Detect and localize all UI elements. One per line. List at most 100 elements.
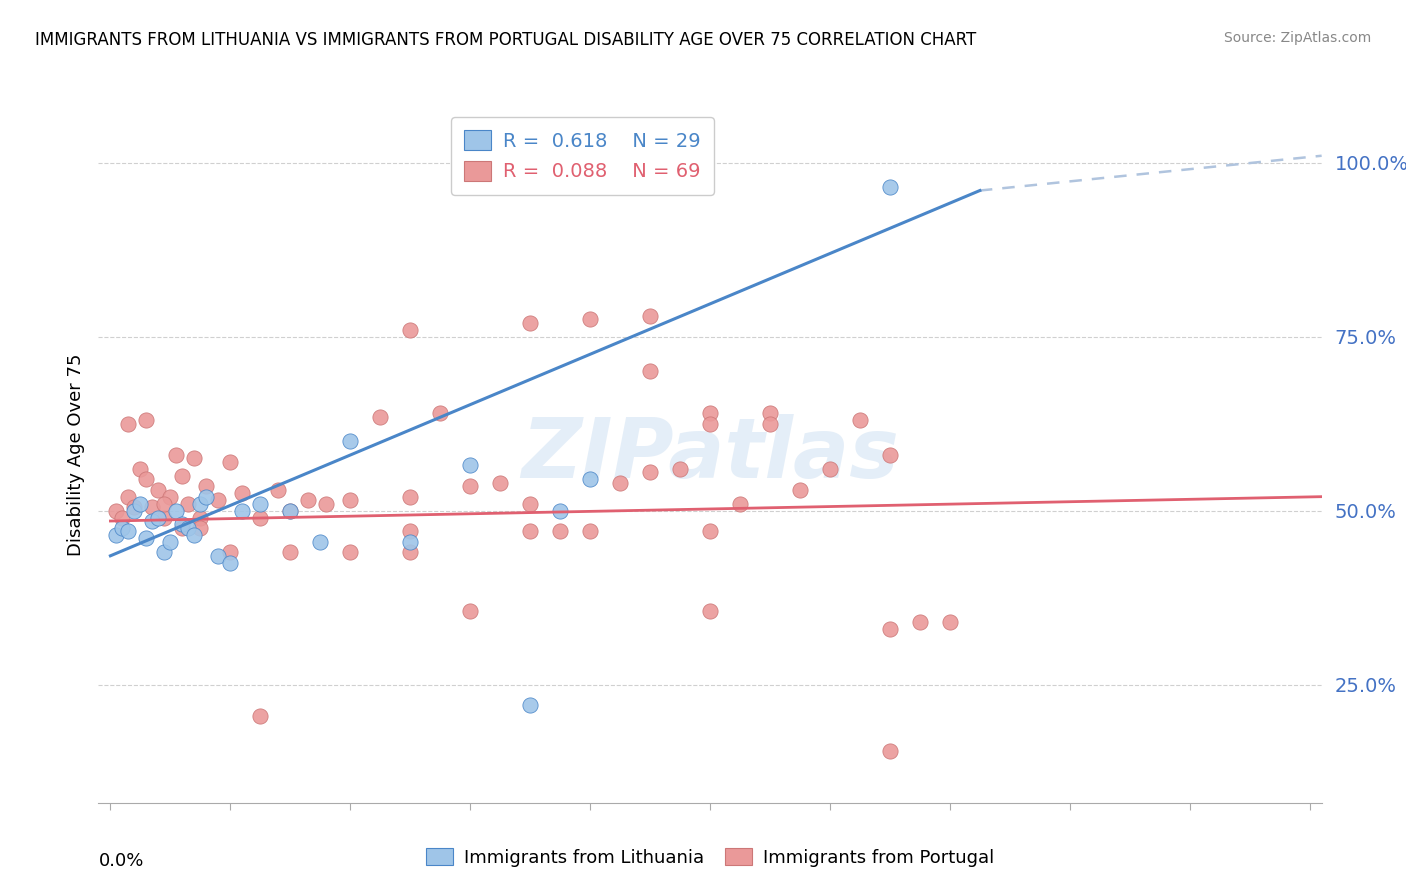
Point <box>219 556 242 570</box>
Point <box>135 472 157 486</box>
Point <box>579 472 602 486</box>
Point <box>879 744 901 758</box>
Point <box>117 524 139 539</box>
Point <box>519 698 541 713</box>
Point <box>458 458 481 473</box>
Point <box>219 545 242 559</box>
Point <box>249 708 271 723</box>
Point <box>188 521 211 535</box>
Point <box>148 510 170 524</box>
Point <box>267 483 290 497</box>
Point <box>458 479 481 493</box>
Point <box>135 532 157 546</box>
Point <box>548 503 571 517</box>
Point <box>908 615 931 629</box>
Point <box>548 524 571 539</box>
Point <box>638 364 661 378</box>
Point <box>399 524 422 539</box>
Point <box>699 417 721 431</box>
Point <box>315 497 337 511</box>
Point <box>339 493 361 508</box>
Point <box>135 413 157 427</box>
Point <box>278 503 301 517</box>
Point <box>141 500 163 514</box>
Point <box>207 493 229 508</box>
Point <box>188 510 211 524</box>
Point <box>879 622 901 636</box>
Point <box>579 524 602 539</box>
Point <box>399 534 422 549</box>
Point <box>609 475 631 490</box>
Text: ZIPatlas: ZIPatlas <box>522 415 898 495</box>
Point <box>519 316 541 330</box>
Point <box>105 503 128 517</box>
Point <box>165 448 187 462</box>
Point <box>759 406 782 420</box>
Point <box>939 615 962 629</box>
Point <box>195 490 218 504</box>
Point <box>339 545 361 559</box>
Point <box>129 497 152 511</box>
Point <box>399 323 422 337</box>
Point <box>278 503 301 517</box>
Point <box>219 455 242 469</box>
Point <box>153 545 176 559</box>
Point <box>849 413 872 427</box>
Legend: Immigrants from Lithuania, Immigrants from Portugal: Immigrants from Lithuania, Immigrants fr… <box>419 840 1001 874</box>
Point <box>818 462 841 476</box>
Point <box>159 534 181 549</box>
Point <box>429 406 451 420</box>
Text: 0.0%: 0.0% <box>98 852 143 870</box>
Point <box>759 417 782 431</box>
Point <box>177 497 200 511</box>
Text: Source: ZipAtlas.com: Source: ZipAtlas.com <box>1223 31 1371 45</box>
Point <box>519 524 541 539</box>
Point <box>129 462 152 476</box>
Point <box>278 545 301 559</box>
Point <box>188 497 211 511</box>
Point <box>368 409 391 424</box>
Point <box>172 468 194 483</box>
Point <box>638 309 661 323</box>
Point <box>458 605 481 619</box>
Text: IMMIGRANTS FROM LITHUANIA VS IMMIGRANTS FROM PORTUGAL DISABILITY AGE OVER 75 COR: IMMIGRANTS FROM LITHUANIA VS IMMIGRANTS … <box>35 31 976 49</box>
Point <box>117 417 139 431</box>
Point <box>249 510 271 524</box>
Point <box>117 490 139 504</box>
Point <box>148 483 170 497</box>
Point <box>669 462 692 476</box>
Point <box>231 486 253 500</box>
Point <box>699 406 721 420</box>
Point <box>789 483 811 497</box>
Point <box>699 524 721 539</box>
Point <box>519 497 541 511</box>
Point <box>159 490 181 504</box>
Point <box>879 448 901 462</box>
Point <box>339 434 361 448</box>
Point <box>172 517 194 532</box>
Point <box>579 312 602 326</box>
Point <box>699 605 721 619</box>
Point <box>879 180 901 194</box>
Point <box>172 521 194 535</box>
Point <box>124 503 146 517</box>
Point <box>399 545 422 559</box>
Point <box>177 521 200 535</box>
Point <box>111 521 134 535</box>
Point <box>399 490 422 504</box>
Point <box>309 534 332 549</box>
Point <box>183 451 205 466</box>
Point <box>195 479 218 493</box>
Point <box>165 503 187 517</box>
Point <box>153 510 176 524</box>
Point <box>111 510 134 524</box>
Point <box>231 503 253 517</box>
Point <box>124 500 146 514</box>
Point <box>153 497 176 511</box>
Point <box>183 528 205 542</box>
Point <box>728 497 751 511</box>
Point <box>297 493 319 508</box>
Point <box>105 528 128 542</box>
Point <box>249 497 271 511</box>
Y-axis label: Disability Age Over 75: Disability Age Over 75 <box>66 353 84 557</box>
